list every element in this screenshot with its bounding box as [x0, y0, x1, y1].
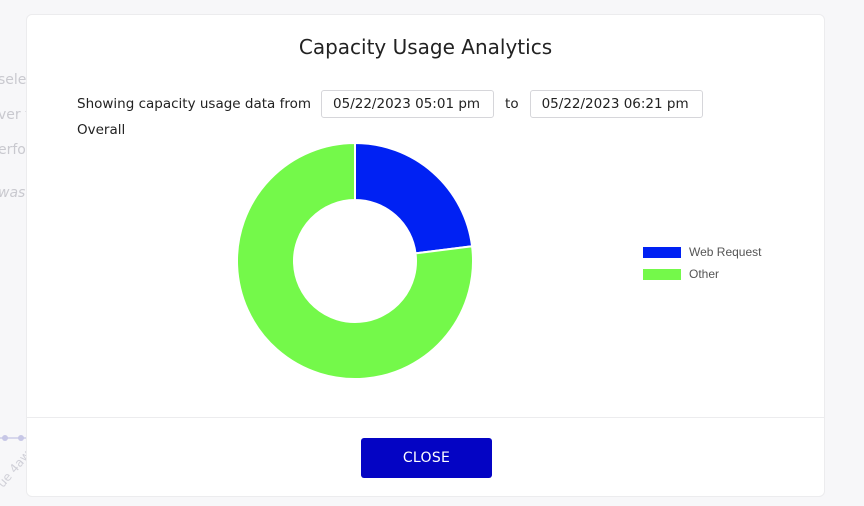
legend-item-web-request[interactable]: Web Request: [643, 241, 762, 263]
date-range-row: Showing capacity usage data from to: [77, 89, 703, 119]
capacity-usage-modal: Capacity Usage Analytics Showing capacit…: [26, 14, 825, 497]
background-dot: [2, 435, 8, 441]
legend-label: Other: [689, 267, 720, 281]
background-text: sele: [0, 72, 27, 88]
legend-swatch: [643, 246, 681, 258]
to-label: to: [505, 96, 519, 112]
range-label: Showing capacity usage data from: [77, 96, 312, 112]
doughnut-chart: [236, 141, 474, 380]
background-text: was: [0, 185, 26, 201]
to-date-input[interactable]: [529, 90, 703, 118]
modal-footer-divider: [27, 417, 824, 418]
slice-other[interactable]: [236, 141, 474, 380]
background-text: erfo: [0, 142, 26, 158]
close-button[interactable]: CLOSE: [361, 438, 492, 478]
modal-title: Capacity Usage Analytics: [298, 35, 553, 59]
legend-swatch: [643, 268, 681, 280]
background-dot: [18, 435, 24, 441]
legend-label: Web Request: [689, 245, 762, 259]
slice-web-request[interactable]: [354, 141, 474, 255]
legend-item-other[interactable]: Other: [643, 263, 762, 285]
from-date-input[interactable]: [321, 90, 495, 118]
background-text: ver t: [0, 107, 31, 123]
background-line: [0, 437, 28, 439]
chart-legend: Web Request Other: [643, 241, 762, 285]
section-label: Overall: [77, 122, 126, 138]
